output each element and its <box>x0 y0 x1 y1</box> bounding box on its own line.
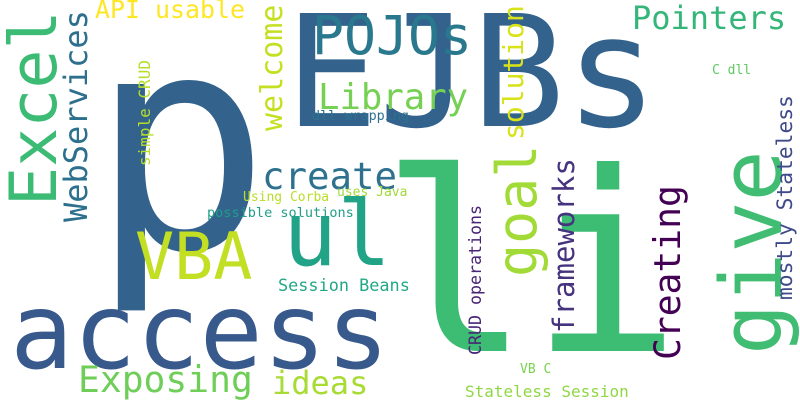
word-uses-java: uses Java <box>337 185 408 200</box>
word-dll-wrapping: dll wrapping <box>312 109 409 124</box>
word-session-beans: Session Beans <box>278 275 410 295</box>
word-using-corba: Using Corba <box>243 190 330 205</box>
word-access: access <box>10 271 390 393</box>
word-mostly-stateless: mostly Stateless <box>773 95 798 300</box>
word-ideas: ideas <box>272 364 369 400</box>
word-ejbs: EJBs <box>285 0 659 163</box>
word-solution: solution <box>497 5 530 140</box>
word-p: p <box>90 0 271 319</box>
word-vba: VBA <box>135 220 253 295</box>
word-welcome: welcome <box>255 4 290 131</box>
word-crud-operations: CRUD operations <box>466 205 485 355</box>
word-api-usable: API usable <box>95 0 245 24</box>
word-possible-solutions: possible solutions <box>207 205 354 221</box>
word-simple-crud: simple CRUD <box>135 60 154 166</box>
word-frameworks: frameworks <box>547 158 581 333</box>
word-webservices: WebServices <box>57 10 95 222</box>
word-c-dll: C dll <box>712 63 752 78</box>
word-exposing: Exposing <box>78 358 253 400</box>
word-create: create <box>262 154 398 198</box>
word-pointers: Pointers <box>632 0 787 37</box>
word-li: li <box>380 119 682 400</box>
word-pojos: POJOs <box>312 5 472 67</box>
word-vb-c: VB C <box>520 362 552 377</box>
word-stateless-session: Stateless Session <box>465 382 629 400</box>
word-library: Library <box>318 77 469 118</box>
word-goal: goal <box>485 144 549 277</box>
word-ul: ul <box>283 182 392 287</box>
word-creating: Creating <box>646 185 689 360</box>
